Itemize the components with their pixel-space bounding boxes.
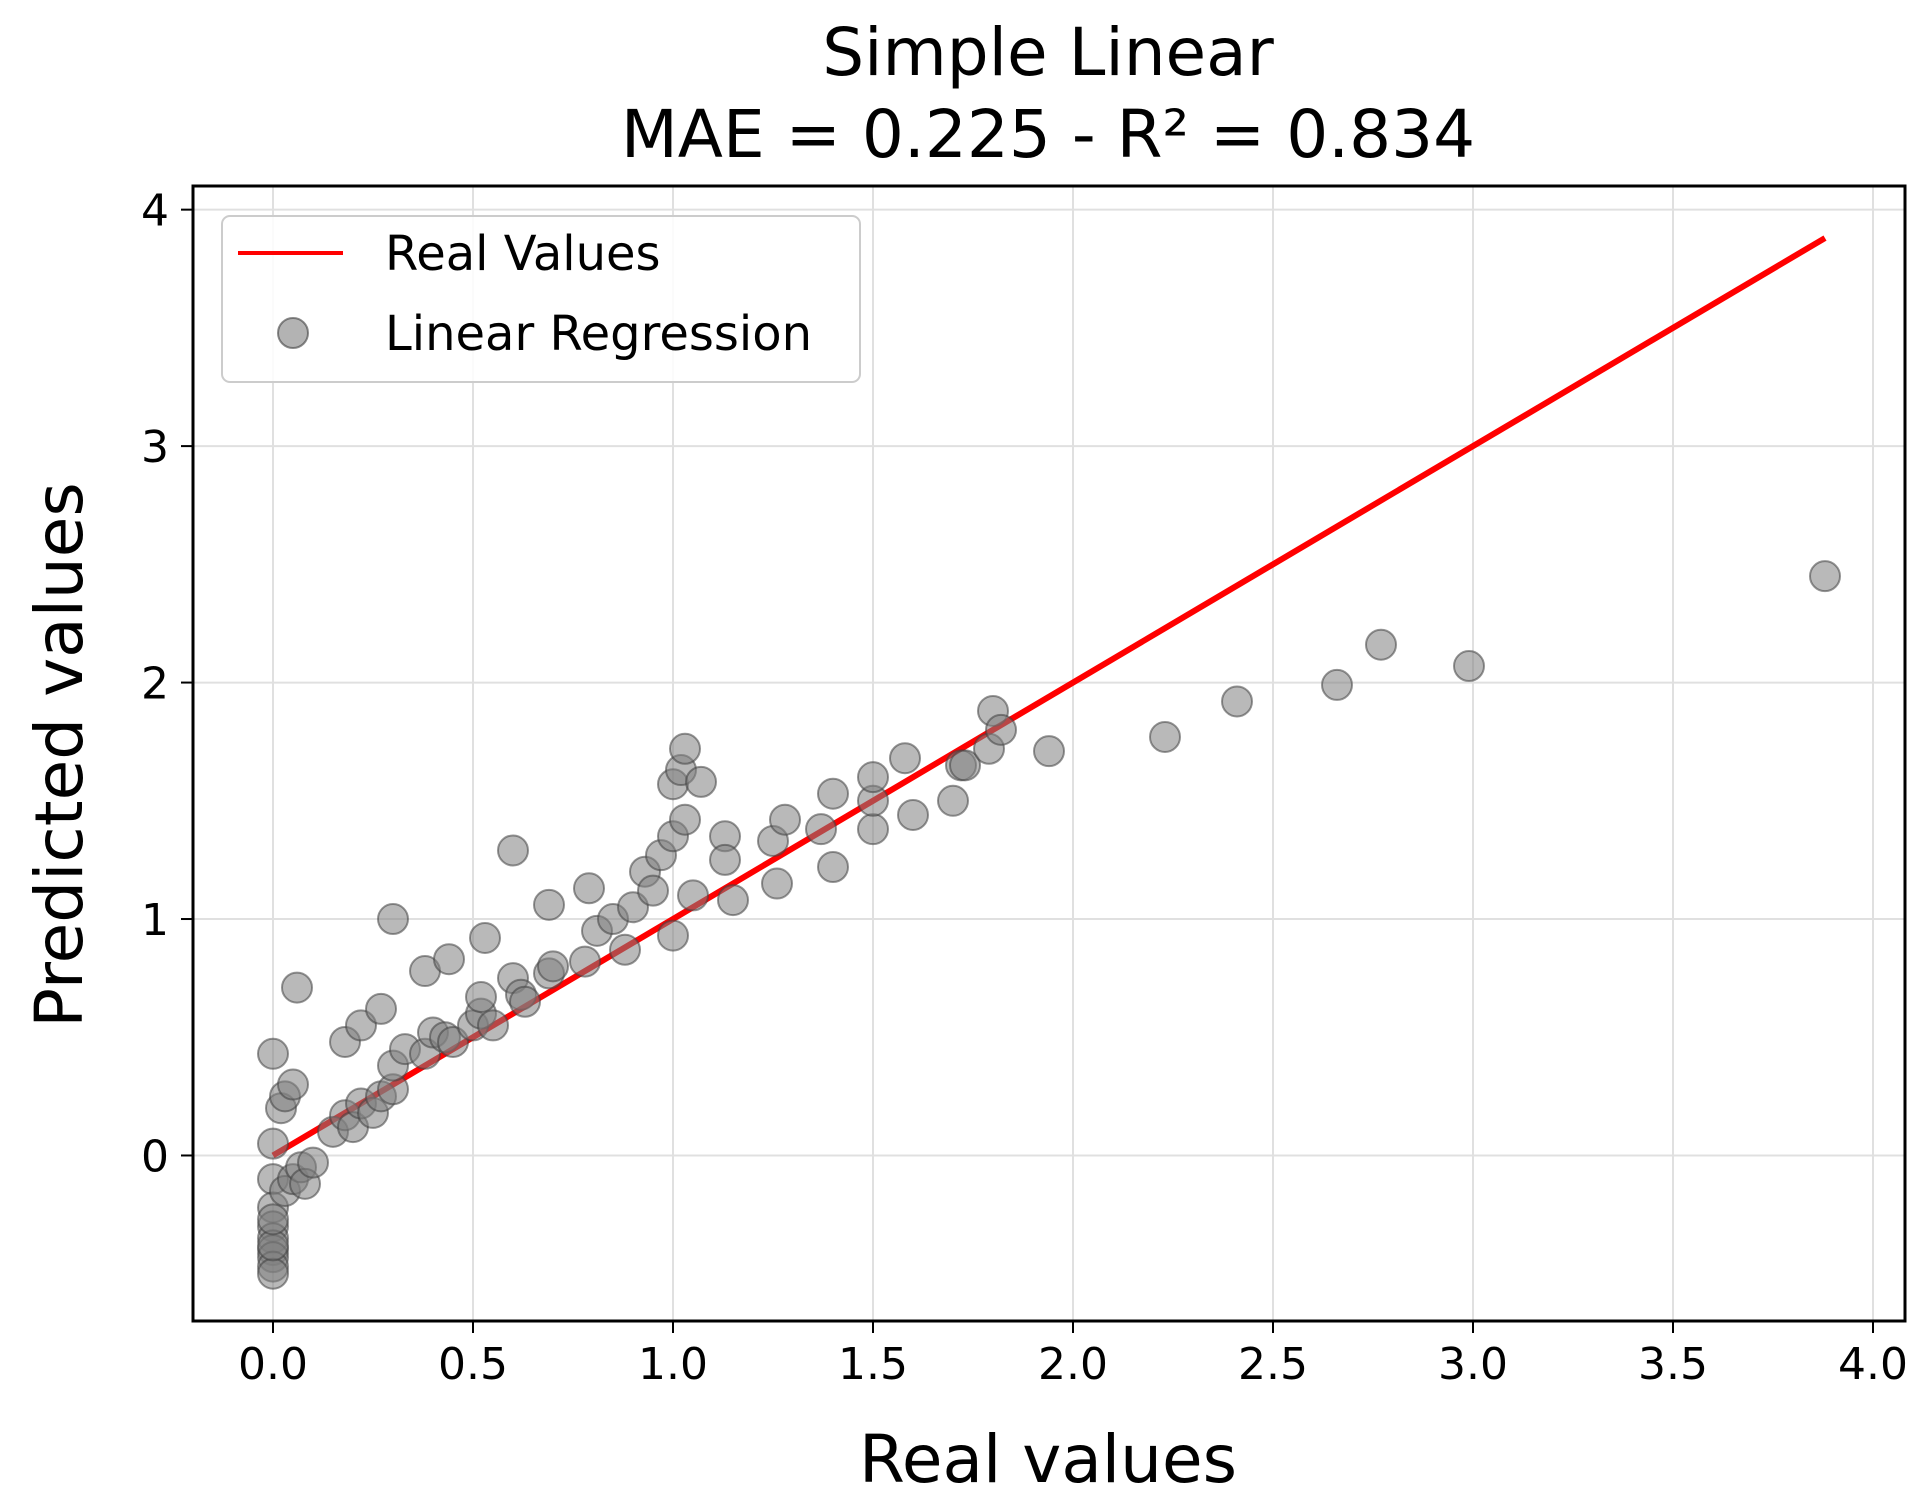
scatter-point <box>277 1068 309 1101</box>
scatter-point <box>817 777 849 810</box>
scatter-point <box>1321 668 1353 701</box>
scatter-point <box>465 981 497 1014</box>
scatter-point <box>761 867 793 900</box>
scatter-point <box>257 1127 289 1160</box>
scatter-point <box>669 732 701 765</box>
scatter-point <box>257 1257 289 1290</box>
scatter-point <box>1453 650 1485 683</box>
scatter-point <box>805 813 837 846</box>
scatter-point <box>677 879 709 912</box>
chart-title-line1: Simple Linear <box>822 14 1274 91</box>
scatter-point <box>1149 720 1181 753</box>
x-axis-ticks: 0.0 0.5 1.0 1.5 2.0 2.5 3.0 3.5 4.0 <box>238 1321 1908 1390</box>
scatter-point <box>609 933 641 966</box>
y-tick-label: 4 <box>141 186 169 237</box>
y-tick-label: 0 <box>141 1131 169 1182</box>
scatter-point <box>897 798 929 831</box>
scatter-point <box>657 919 689 952</box>
legend-label-real-values: Real Values <box>385 226 661 282</box>
scatter-point <box>889 742 921 775</box>
x-tick-label: 1.0 <box>638 1339 708 1390</box>
legend-box <box>221 215 861 383</box>
scatter-point <box>281 971 313 1004</box>
scatter-point <box>497 834 529 867</box>
scatter-point <box>1809 560 1841 593</box>
scatter-point <box>533 888 565 921</box>
scatter-point <box>469 921 501 954</box>
y-tick-label: 2 <box>141 659 169 710</box>
scatter-point <box>365 992 397 1025</box>
y-axis-ticks: 0 1 2 3 4 <box>141 186 193 1182</box>
scatter-point <box>669 803 701 836</box>
scatter-point <box>377 903 409 936</box>
legend: Real Values Linear Regression <box>221 215 861 383</box>
scatter-point <box>637 874 669 907</box>
y-axis-label: Predicted values <box>21 482 98 1027</box>
legend-marker-swatch <box>277 317 309 349</box>
scatter-point <box>509 985 541 1018</box>
x-tick-label: 2.5 <box>1238 1339 1308 1390</box>
scatter-point <box>297 1146 329 1179</box>
scatter-point <box>709 843 741 876</box>
scatter-point <box>1221 685 1253 718</box>
scatter-point <box>817 851 849 883</box>
x-tick-label: 3.5 <box>1638 1339 1708 1390</box>
y-tick-label: 3 <box>141 422 169 473</box>
x-tick-label: 1.5 <box>838 1339 908 1390</box>
scatter-point <box>985 713 1017 746</box>
scatter-point <box>1033 735 1065 768</box>
scatter-point <box>949 749 981 782</box>
plot-frame <box>191 184 1907 1323</box>
scatter-point <box>685 765 717 798</box>
scatter-point <box>769 803 801 836</box>
scatter-point <box>573 872 605 905</box>
scatter-point <box>537 950 569 983</box>
y-tick-label: 1 <box>141 895 169 946</box>
scatter-point <box>717 884 749 917</box>
x-axis-label: Real values <box>859 1421 1237 1498</box>
scatter-point <box>857 813 889 846</box>
x-tick-label: 4.0 <box>1838 1339 1908 1390</box>
scatter-point <box>257 1203 289 1236</box>
scatter-point <box>857 761 889 794</box>
scatter-point <box>477 1009 509 1042</box>
x-tick-label: 0.5 <box>438 1339 508 1390</box>
scatter-point <box>569 945 601 978</box>
scatter-point <box>433 943 465 976</box>
scatter-point <box>257 1037 289 1070</box>
legend-label-linear-regression: Linear Regression <box>385 306 812 362</box>
x-tick-label: 2.0 <box>1038 1339 1108 1390</box>
point-layer <box>257 560 1841 1290</box>
x-tick-label: 0.0 <box>238 1339 308 1390</box>
grid <box>193 186 1905 1321</box>
scatter-point <box>1365 628 1397 661</box>
x-tick-label: 3.0 <box>1438 1339 1508 1390</box>
chart-title-line2: MAE = 0.225 - R² = 0.834 <box>621 96 1475 173</box>
scatter-point <box>937 784 969 817</box>
